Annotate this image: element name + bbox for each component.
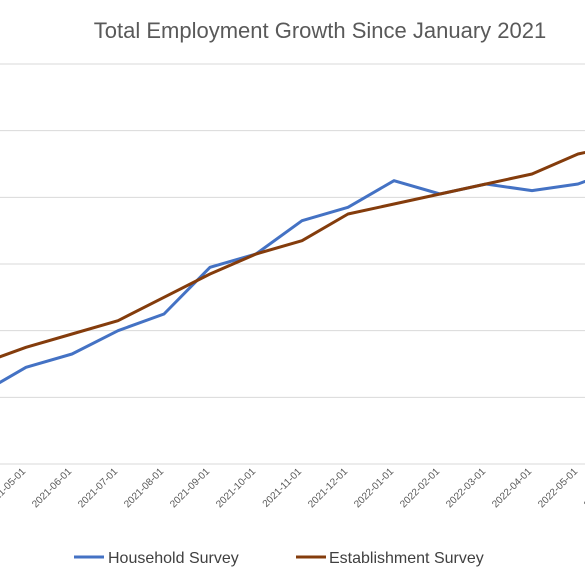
gridlines — [0, 63, 585, 465]
x-tick-label: 2022-01-01 — [352, 466, 396, 510]
x-tick-label: 2022-03-01 — [444, 466, 488, 510]
x-tick-label: 2022-02-01 — [398, 466, 442, 510]
chart-title: Total Employment Growth Since January 20… — [94, 18, 546, 43]
x-tick-label: 2021-06-01 — [30, 466, 74, 510]
x-tick-label: 2022-05-01 — [536, 466, 580, 510]
household-survey-line — [0, 179, 585, 385]
x-tick-label: 2021-07-01 — [76, 466, 120, 510]
x-tick-label: 2021-10-01 — [214, 466, 258, 510]
x-axis-tick-labels: 2021-05-01 2021-06-01 2021-07-01 2021-08-01… — [0, 466, 585, 510]
x-tick-label: 2021-08-01 — [122, 466, 166, 510]
x-tick-label: 2021-12-01 — [306, 466, 350, 510]
x-tick-label: 2021-05-01 — [0, 466, 28, 510]
x-tick-label: 2021-11-01 — [261, 466, 305, 510]
legend: Household Survey Establishment Survey — [74, 550, 484, 567]
x-tick-label: 2022-04-01 — [490, 466, 534, 510]
legend-label: Household Survey — [108, 550, 239, 567]
x-tick-label: 2021-09-01 — [168, 466, 212, 510]
legend-label: Establishment Survey — [329, 550, 484, 567]
series-lines — [0, 150, 585, 385]
establishment-survey-line — [0, 150, 585, 359]
